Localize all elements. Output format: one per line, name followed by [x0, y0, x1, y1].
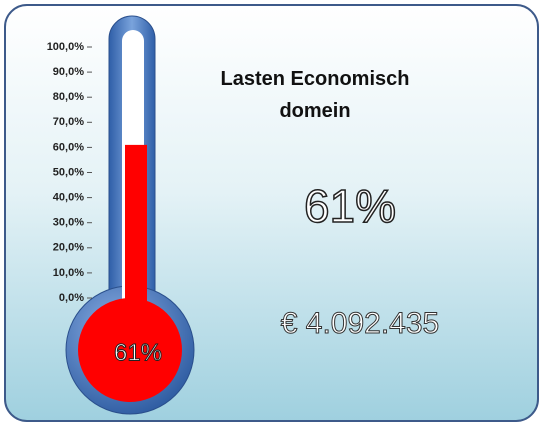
y-tick-label: 0,0%: [59, 292, 84, 304]
bulb: [78, 298, 182, 402]
y-tick-label: 80,0%: [53, 91, 84, 103]
y-tick-label: 70,0%: [53, 116, 84, 128]
y-tick-label: 20,0%: [53, 242, 84, 254]
chart-title-line2: domein: [279, 100, 350, 122]
bulb-value-label: 61%: [114, 339, 162, 366]
amount: € 4.092.435: [281, 307, 439, 340]
big-value-label: 61%: [304, 180, 396, 232]
y-tick-label: 90,0%: [53, 66, 84, 78]
y-tick-label: 30,0%: [53, 217, 84, 229]
mercury: [125, 144, 147, 320]
y-tick-label: 50,0%: [53, 166, 84, 178]
chart-title: Lasten Economisch: [221, 68, 410, 90]
y-tick-label: 100,0%: [47, 41, 85, 53]
y-tick-label: 60,0%: [53, 141, 84, 153]
y-tick-label: 10,0%: [53, 267, 84, 279]
y-tick-label: 40,0%: [53, 192, 84, 204]
